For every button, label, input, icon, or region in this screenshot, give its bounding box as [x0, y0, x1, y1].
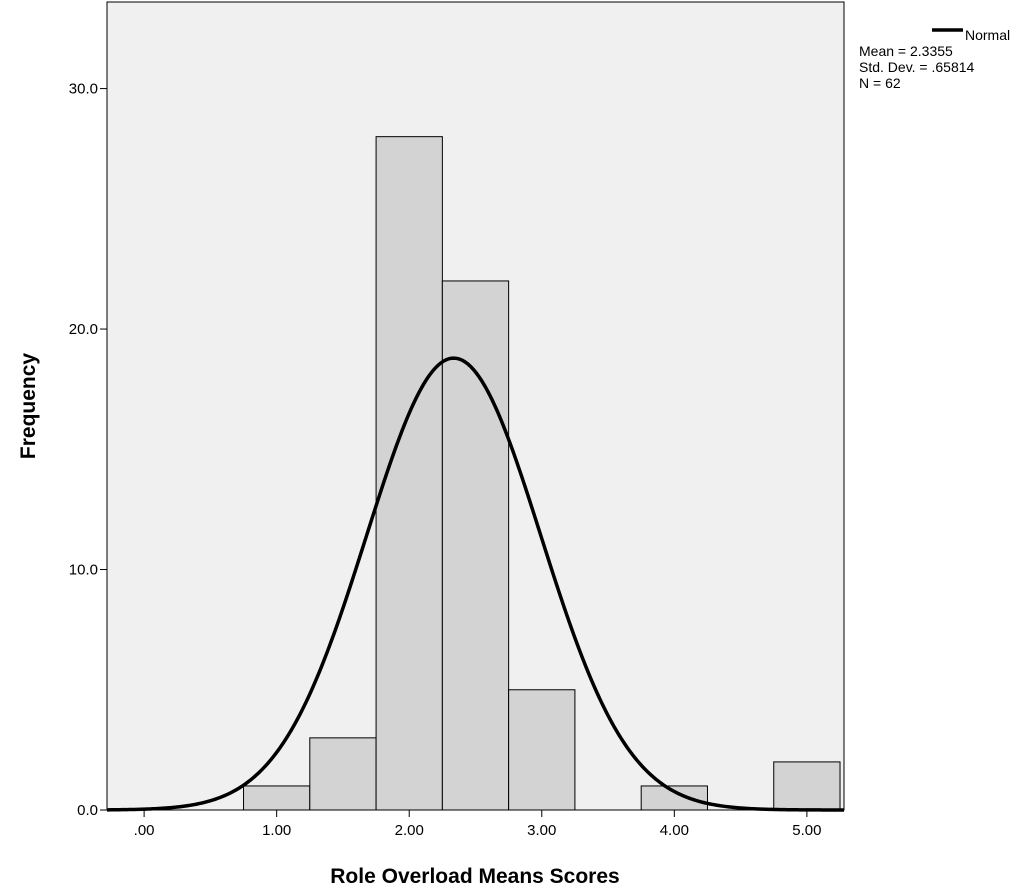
y-tick-label: 10.0 — [69, 562, 98, 579]
x-axis: .00 1.00 2.00 3.00 4.00 5.00 — [134, 810, 821, 839]
y-tick-label: 30.0 — [69, 81, 98, 98]
y-axis: 0.0 10.0 20.0 30.0 — [69, 81, 107, 819]
x-tick-label: .00 — [134, 822, 155, 839]
legend-stat-mean: Mean = 2.3355 — [859, 43, 953, 59]
y-axis-title: Frequency — [17, 353, 40, 460]
histogram-bar — [773, 761, 841, 811]
histogram-bar — [243, 785, 311, 811]
histogram-bar — [441, 280, 510, 811]
legend-stat-n: N = 62 — [859, 75, 901, 91]
legend-stat-sd: Std. Dev. = .65814 — [859, 59, 975, 75]
normal-curve — [106, 356, 844, 812]
x-tick-label: 5.00 — [792, 822, 821, 839]
legend-series-label: Normal — [965, 27, 1010, 43]
y-tick-label: 0.0 — [77, 802, 98, 819]
histogram-bar — [309, 737, 377, 811]
x-tick-label: 2.00 — [395, 822, 424, 839]
x-tick-label: 1.00 — [262, 822, 291, 839]
histogram-bar — [508, 689, 576, 811]
y-tick-label: 20.0 — [69, 321, 98, 338]
x-tick-label: 3.00 — [527, 822, 556, 839]
legend: Normal Mean = 2.3355 Std. Dev. = .65814 … — [859, 27, 1010, 91]
x-axis-title: Role Overload Means Scores — [330, 865, 619, 888]
x-tick-label: 4.00 — [660, 822, 689, 839]
